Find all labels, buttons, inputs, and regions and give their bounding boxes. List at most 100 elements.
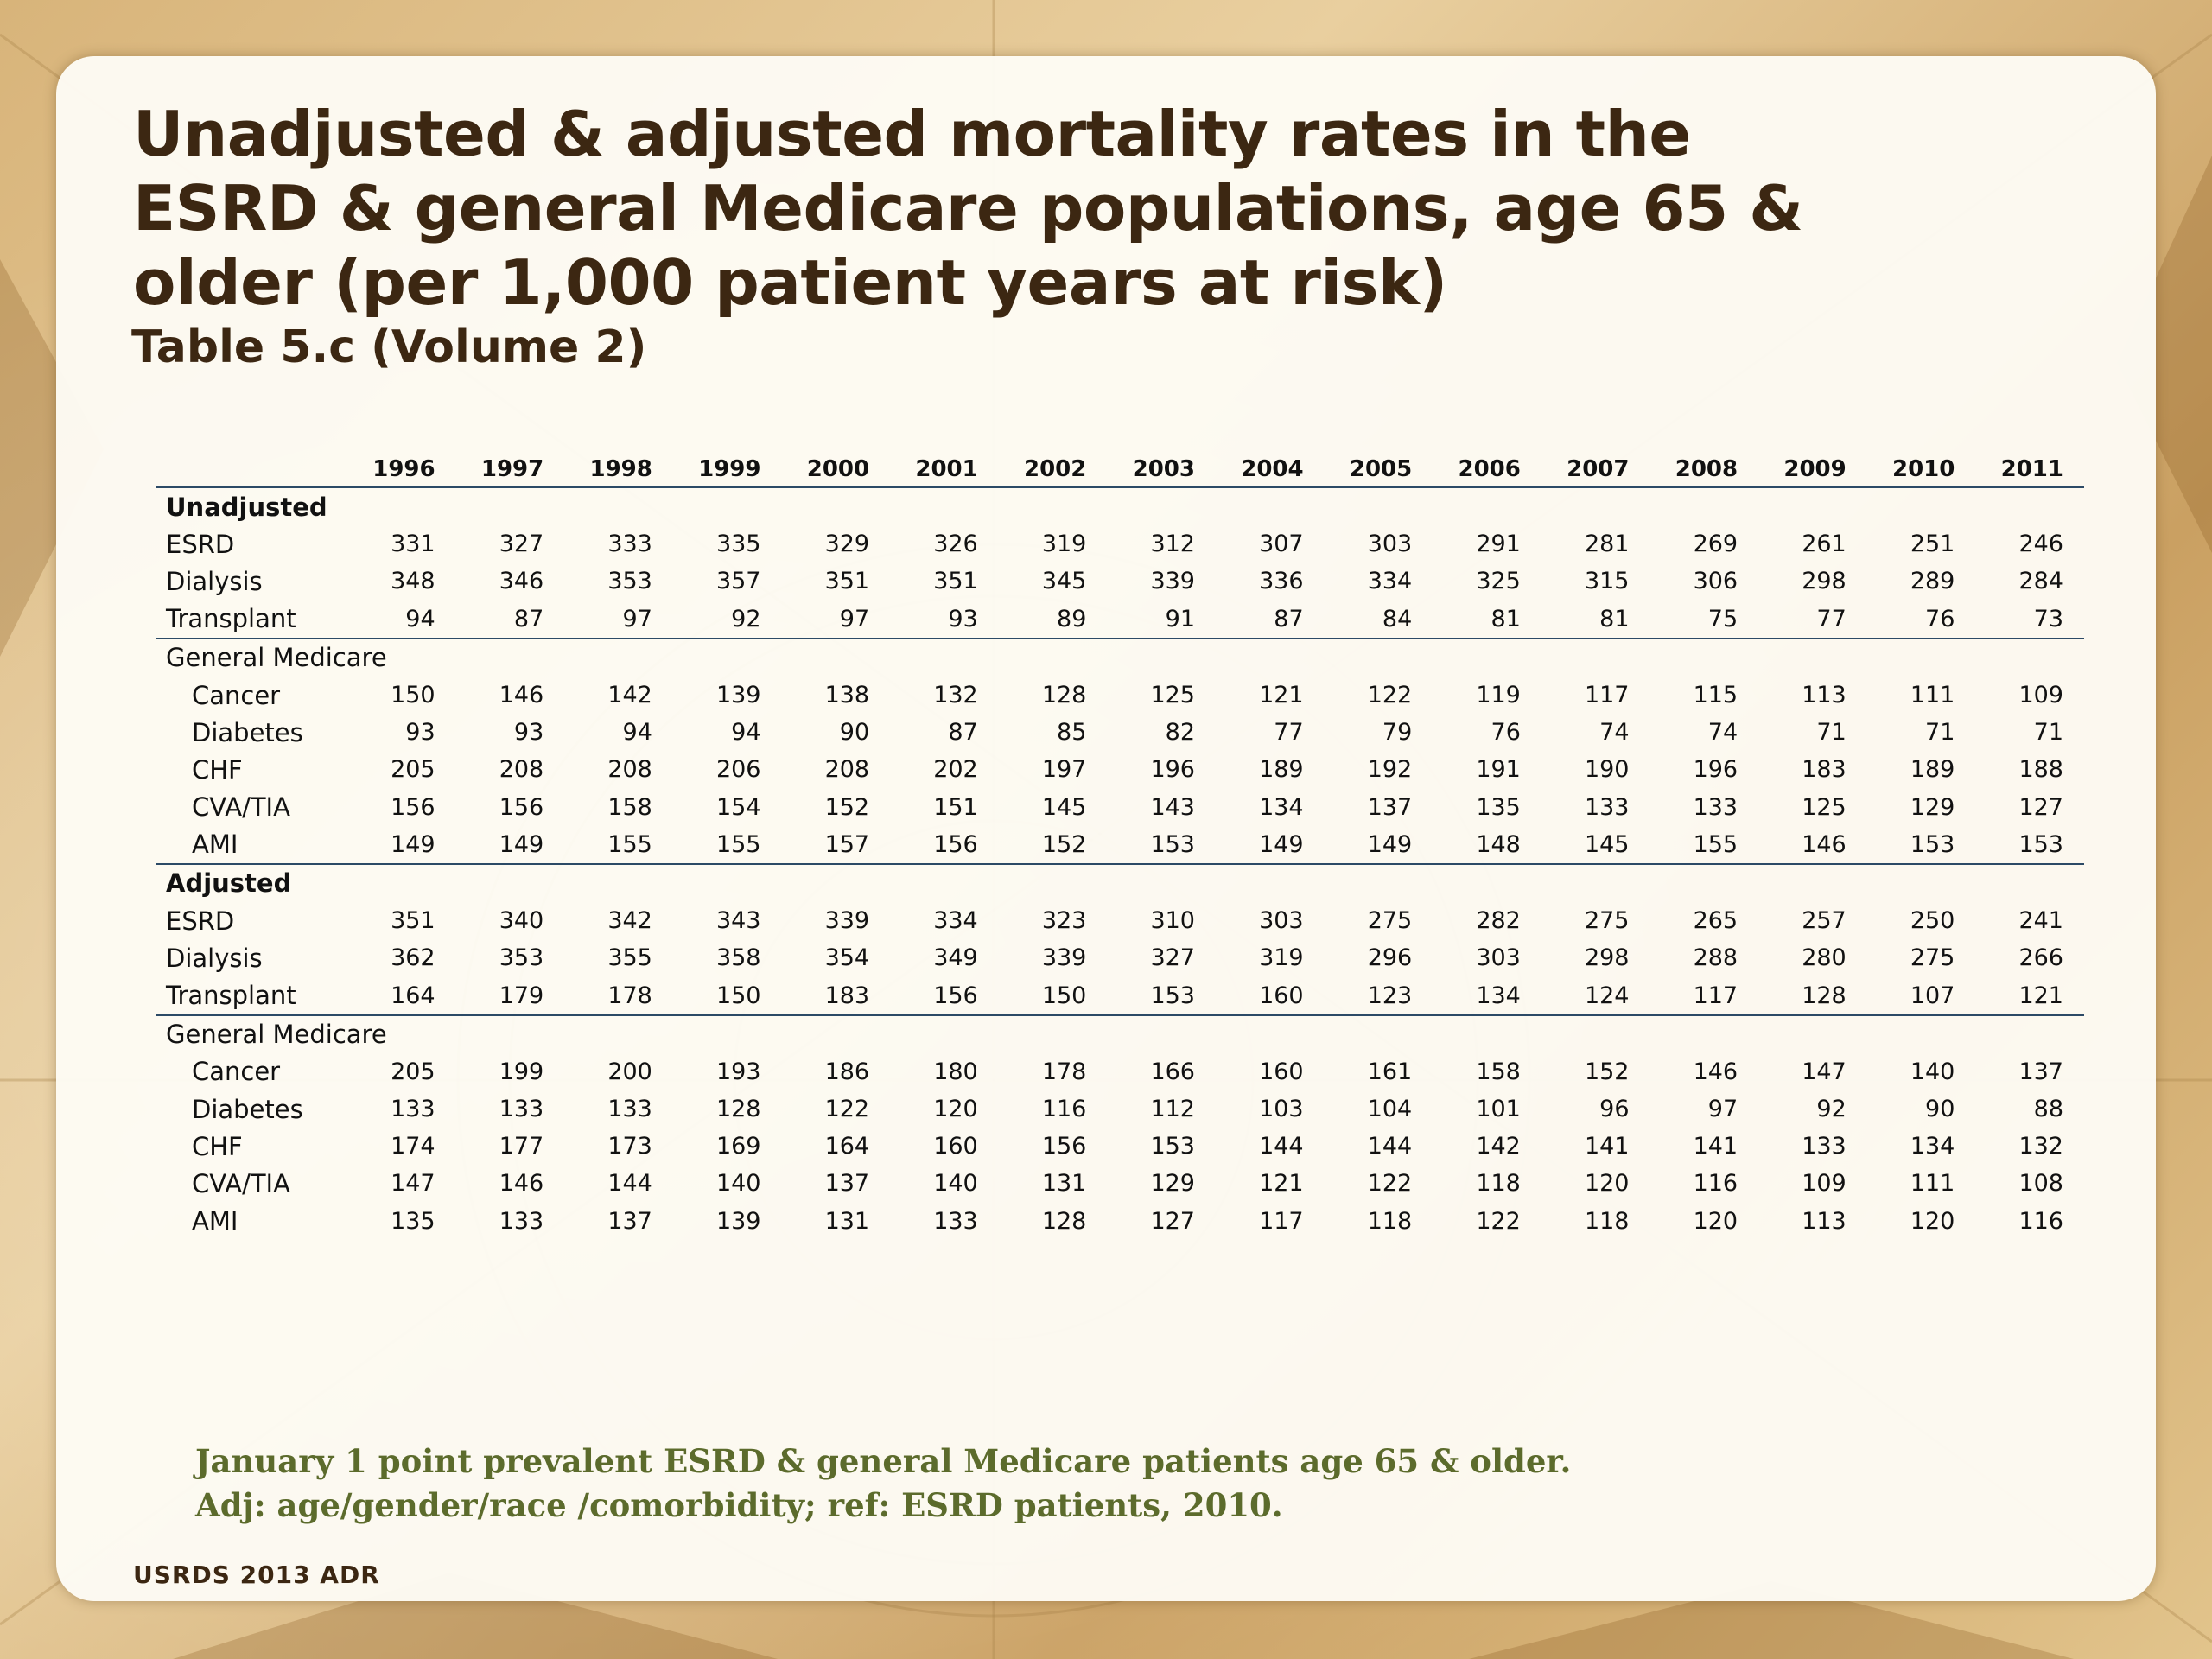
- table-cell: 149: [1216, 825, 1325, 865]
- table-cell: 137: [2018, 1058, 2063, 1085]
- table-cell: 140: [1910, 1058, 1955, 1085]
- table-cell: 124: [1541, 976, 1650, 1016]
- year-header: 2001: [890, 446, 999, 488]
- table-cell: [782, 1015, 891, 1053]
- row-label: Cancer: [192, 1057, 281, 1087]
- table-cell: [890, 639, 999, 677]
- table-cell: 197: [1041, 756, 1087, 784]
- table-row: CHF 174 177 173 169 164 160 156 153 144 144 142 141 1…: [156, 1128, 2084, 1165]
- table-cell: [1541, 487, 1650, 526]
- slide-subtitle: Table 5.c (Volume 2): [131, 321, 647, 373]
- row-label: Diabetes: [192, 1094, 303, 1124]
- table-cell: 144: [1259, 1133, 1304, 1160]
- table-row: AMI 149 149 155 155 157 156 152 153 149 149 148 145 1…: [156, 825, 2084, 865]
- table-cell: 133: [1584, 793, 1630, 821]
- table-cell: 84: [1324, 600, 1433, 639]
- table-cell: 74: [1599, 719, 1630, 747]
- table-cell: 196: [1693, 756, 1738, 784]
- table-cell: 151: [933, 793, 978, 821]
- table-cell: 146: [499, 682, 544, 709]
- table-cell: 250: [1910, 907, 1955, 935]
- table-cell: [564, 1015, 673, 1053]
- table-cell: 125: [1802, 793, 1847, 821]
- year-header: 2002: [998, 446, 1108, 488]
- table-row: Adjusted: [156, 864, 2084, 902]
- table-cell: 116: [1041, 1096, 1087, 1123]
- table-cell: 116: [2018, 1207, 2063, 1235]
- year-header: 1997: [455, 446, 565, 488]
- table-cell: 298: [1802, 568, 1847, 595]
- table-cell: 160: [933, 1133, 978, 1160]
- table-cell: 118: [1584, 1207, 1630, 1235]
- table-cell: 77: [1758, 600, 1867, 639]
- table-cell: 362: [391, 944, 435, 972]
- table-cell: 339: [1041, 944, 1087, 972]
- table-cell: 323: [1041, 907, 1087, 935]
- table-cell: 117: [1584, 682, 1630, 709]
- row-label: Dialysis: [166, 943, 263, 973]
- table-cell: 96: [1599, 1096, 1630, 1123]
- table-cell: 275: [1584, 907, 1630, 935]
- table-cell: [1541, 639, 1650, 677]
- table-cell: 132: [2018, 1133, 2063, 1160]
- row-label: CVA/TIA: [192, 1168, 290, 1198]
- table-row: General Medicare: [156, 1015, 2084, 1053]
- table-cell: 122: [1476, 1207, 1521, 1235]
- table-cell: 303: [1367, 531, 1413, 558]
- table-cell: [1107, 639, 1216, 677]
- table-cell: 174: [391, 1133, 435, 1160]
- table-cell: 131: [1041, 1170, 1087, 1198]
- table-cell: 133: [499, 1096, 544, 1123]
- table-cell: 75: [1649, 600, 1759, 639]
- section-label: Adjusted: [166, 868, 292, 899]
- slide-title: Unadjusted & adjusted mortality rates in…: [133, 98, 1803, 319]
- table-cell: 160: [1216, 976, 1325, 1016]
- table-cell: 282: [1476, 907, 1521, 935]
- table-cell: 280: [1802, 944, 1847, 972]
- table-cell: 137: [1367, 793, 1413, 821]
- table-cell: 77: [1274, 719, 1304, 747]
- table-cell: [1541, 1015, 1650, 1053]
- table-cell: 284: [2018, 568, 2063, 595]
- table-cell: [1758, 864, 1867, 902]
- table-cell: 205: [391, 1058, 435, 1085]
- table-cell: [1758, 487, 1867, 526]
- table-cell: 154: [715, 793, 761, 821]
- table-cell: [564, 639, 673, 677]
- table-cell: 113: [1802, 1207, 1847, 1235]
- table-cell: 343: [715, 907, 761, 935]
- table-cell: 169: [715, 1133, 761, 1160]
- table-cell: 164: [347, 976, 456, 1016]
- table-cell: [1650, 639, 1759, 677]
- table-cell: 149: [1324, 825, 1433, 865]
- table-cell: [564, 864, 673, 902]
- table-cell: 93: [513, 719, 544, 747]
- table-cell: [1216, 487, 1325, 526]
- table-cell: 120: [933, 1096, 978, 1123]
- table-cell: 178: [1041, 1058, 1087, 1085]
- table-cell: 73: [1975, 600, 2084, 639]
- table-cell: 128: [1758, 976, 1867, 1016]
- table-cell: [456, 1015, 565, 1053]
- table-cell: 348: [391, 568, 435, 595]
- table-cell: 109: [1802, 1170, 1847, 1198]
- table-cell: 109: [2018, 682, 2063, 709]
- table-row: Diabetes 93 93 94 94 90 87 85 82 77 79 76 74 74 71 71 71: [156, 714, 2084, 751]
- table-row: CVA/TIA 147 146 144 140 137 140 131 129 121 122 118…: [156, 1165, 2084, 1202]
- table-cell: 241: [2018, 907, 2063, 935]
- row-label: CHF: [192, 1131, 243, 1161]
- table-cell: 141: [1584, 1133, 1630, 1160]
- table-cell: [1216, 1015, 1325, 1053]
- table-cell: 339: [1150, 568, 1195, 595]
- mortality-rates-table: 1996 1997 1998 1999 2000 2001 2002 2003 2004 2005…: [156, 446, 2084, 1240]
- table-cell: 306: [1693, 568, 1738, 595]
- table-cell: [999, 487, 1108, 526]
- table-cell: 127: [2018, 793, 2063, 821]
- table-cell: 315: [1584, 568, 1630, 595]
- table-cell: [564, 487, 673, 526]
- table-cell: 104: [1367, 1096, 1413, 1123]
- table-cell: 275: [1910, 944, 1955, 972]
- table-cell: 200: [607, 1058, 652, 1085]
- table-cell: [1867, 487, 1976, 526]
- table-cell: 121: [1975, 976, 2084, 1016]
